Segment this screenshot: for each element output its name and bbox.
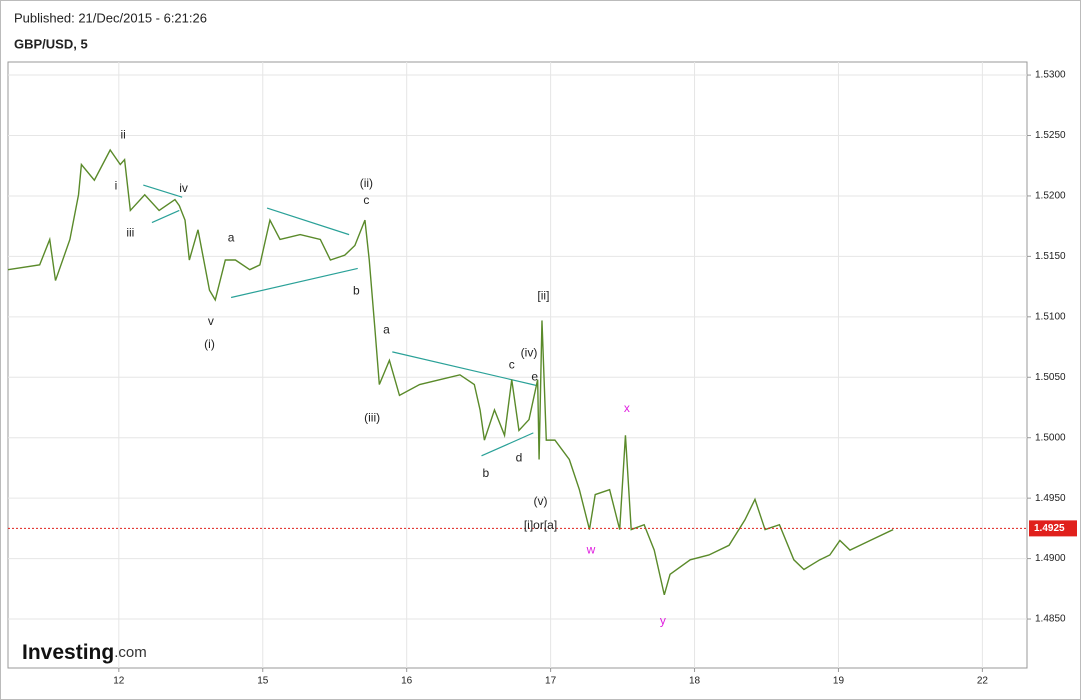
wave-label: v	[208, 314, 214, 328]
x-tick-label: 22	[977, 676, 989, 687]
wave-label: (iii)	[364, 411, 380, 425]
wave-label: d	[516, 450, 523, 464]
x-tick-label: 12	[113, 676, 125, 687]
y-tick-label: 1.5300	[1035, 70, 1066, 81]
x-tick-label: 16	[401, 676, 413, 687]
last-price-label: 1.4925	[1034, 523, 1065, 534]
y-tick-label: 1.5200	[1035, 191, 1066, 202]
trendline	[151, 209, 180, 224]
x-tick-label: 18	[689, 676, 701, 687]
plot-area	[7, 61, 1028, 669]
wave-label: y	[660, 614, 666, 628]
wave-label: (iv)	[521, 345, 538, 359]
y-tick-label: 1.5000	[1035, 432, 1066, 443]
y-tick-label: 1.4850	[1035, 614, 1066, 625]
wave-label: [ii]	[537, 288, 549, 302]
wave-label: c	[363, 193, 369, 207]
wave-label: (ii)	[360, 176, 373, 190]
trendline	[230, 267, 358, 299]
y-tick-label: 1.5050	[1035, 372, 1066, 383]
trendline	[392, 351, 538, 387]
wave-label: ii	[120, 128, 125, 142]
published: Published: 21/Dec/2015 - 6:21:26	[14, 10, 207, 25]
x-tick-label: 17	[545, 676, 557, 687]
logo-main: Investing	[22, 641, 114, 664]
wave-label: iv	[179, 181, 188, 195]
logo: Investing.com	[22, 641, 147, 664]
wave-label: (i)	[204, 337, 215, 351]
chart-title: GBP/USD, 5	[14, 36, 88, 51]
y-tick-label: 1.4900	[1035, 553, 1066, 564]
wave-label: w	[586, 542, 596, 556]
wave-label: c	[509, 357, 515, 371]
wave-label: [i]or[a]	[524, 518, 557, 532]
last-price-box	[1029, 520, 1077, 537]
wave-label: b	[482, 466, 489, 480]
wave-label: (v)	[534, 494, 548, 508]
x-tick-label: 15	[257, 676, 269, 687]
trendline	[481, 432, 534, 457]
wave-label: a	[383, 322, 390, 336]
price-line	[7, 148, 894, 596]
logo-suffix: .com	[114, 644, 147, 661]
wave-label: x	[624, 401, 630, 415]
wave-label: iii	[126, 226, 134, 240]
wave-label: b	[353, 284, 360, 298]
x-tick-label: 19	[833, 676, 845, 687]
y-tick-label: 1.5250	[1035, 130, 1066, 141]
trendline	[266, 207, 350, 236]
wave-label: a	[228, 230, 235, 244]
y-tick-label: 1.5150	[1035, 251, 1066, 262]
wave-label: i	[115, 178, 118, 192]
y-tick-label: 1.4950	[1035, 493, 1066, 504]
wave-label: e	[531, 369, 538, 383]
y-tick-label: 1.5100	[1035, 311, 1066, 322]
trendline	[143, 184, 183, 198]
